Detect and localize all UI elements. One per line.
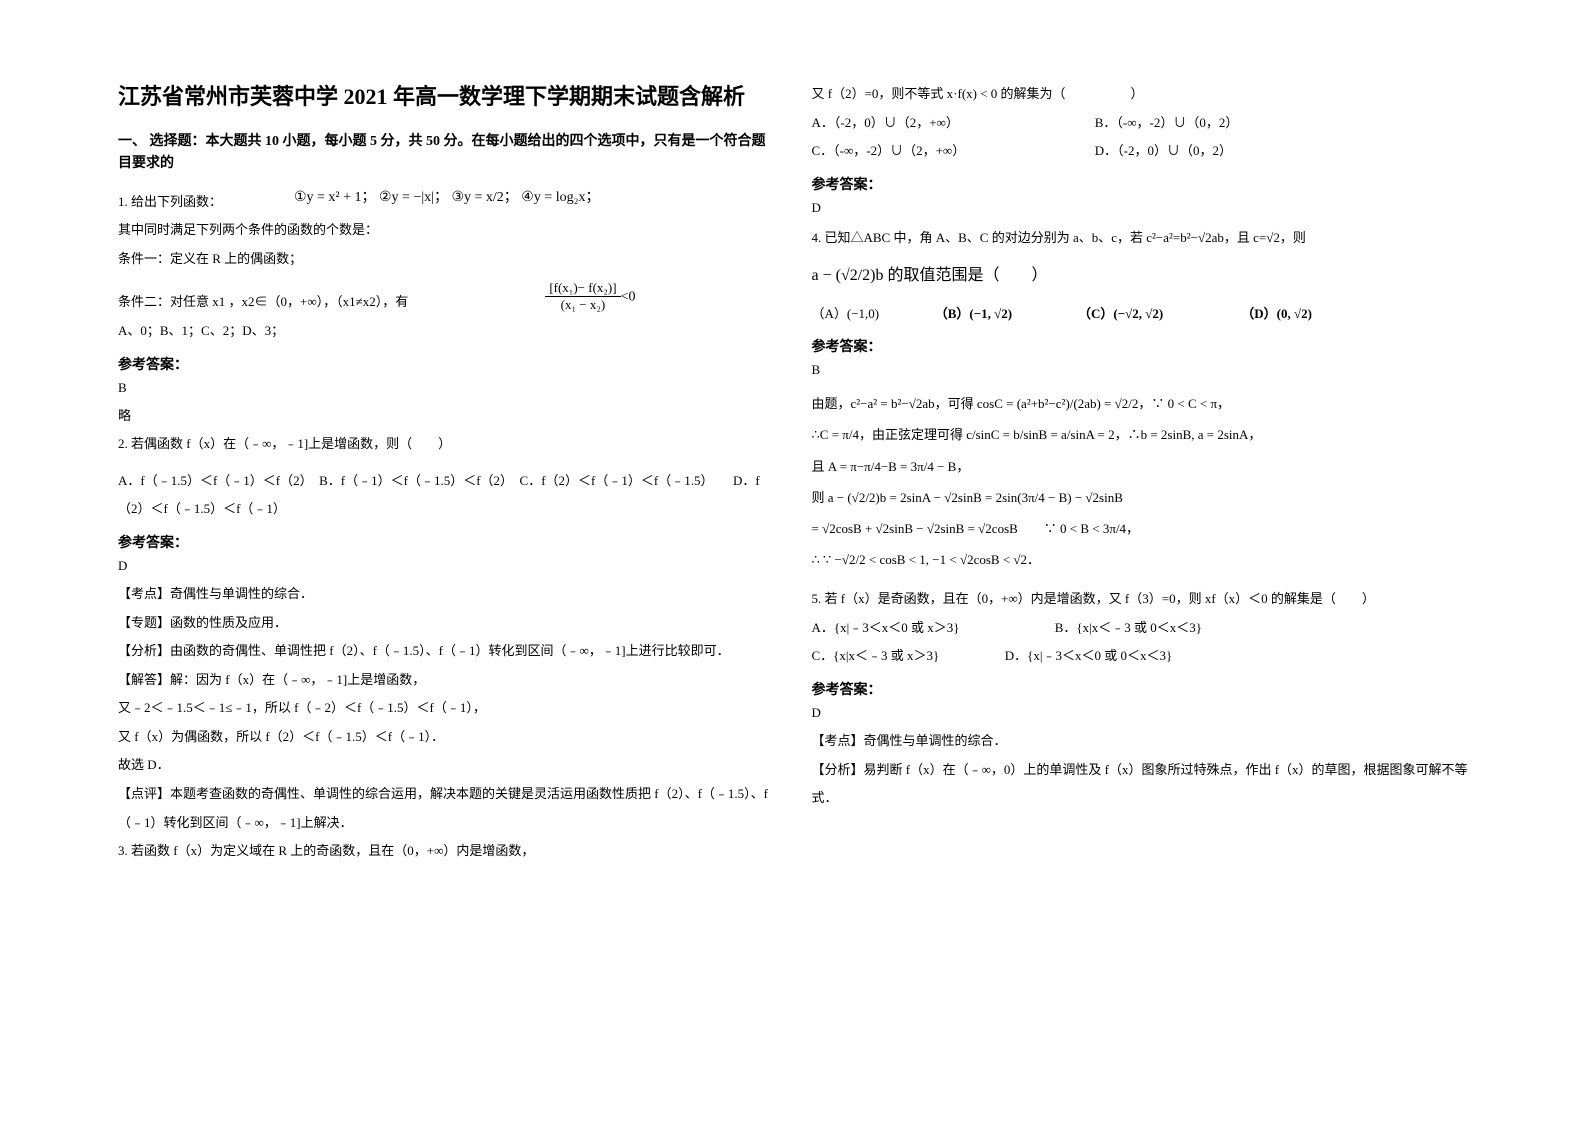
q4-expr: a − (√2/2)b 的取值范围是（ ）: [812, 258, 1470, 293]
q2-answer: D: [118, 558, 776, 574]
q3-optA: A．（-2，0）∪（2，+∞）: [812, 109, 1092, 138]
q2-zhuanti-text: 函数的性质及应用．: [170, 615, 287, 630]
q5-optC: C．{x|x＜﹣3 或 x＞3}: [812, 642, 1002, 671]
ref-answer-label-5: 参考答案：: [812, 679, 1470, 699]
ref-answer-label-3: 参考答案：: [812, 174, 1470, 194]
q4-optA: （A）(−1,0): [812, 300, 932, 329]
q5-optA: A．{x|﹣3＜x＜0 或 x＞3}: [812, 614, 1052, 643]
q2-dianping-text: 本题考查函数的奇偶性、单调性的综合运用，解决本题的关键是灵活运用函数性质把 f（…: [118, 786, 768, 830]
q1-lue: 略: [118, 402, 776, 431]
q2-zhuanti: 【专题】函数的性质及应用．: [118, 609, 776, 638]
q3-answer: D: [812, 200, 1470, 216]
q5-fenxi-text: 易判断 f（x）在（﹣∞，0）上的单调性及 f（x）图象所过特殊点，作出 f（x…: [812, 762, 1468, 806]
q3-cont: 又 f（2）=0，则不等式 x·f(x) < 0 的解集为（ ）: [812, 80, 1470, 109]
q2-kaodian: 【考点】奇偶性与单调性的综合．: [118, 580, 776, 609]
q2-text: 2. 若偶函数 f（x）在（﹣∞，﹣1]上是增函数，则（ ）: [118, 430, 776, 459]
kaodian-label: 【考点】: [118, 586, 170, 601]
q1-cond2: 条件二：对任意 x1 ，x2∈（0，+∞），（x1≠x2），有: [118, 288, 776, 317]
q5-answer: D: [812, 705, 1470, 721]
q2-jieda4: 故选 D．: [118, 751, 776, 780]
page-title: 江苏省常州市芙蓉中学 2021 年高一数学理下学期期末试题含解析: [118, 80, 776, 113]
q1-line2: 其中同时满足下列两个条件的函数的个数是：: [118, 216, 776, 245]
q1-frac-den: (x₁ − x₂): [545, 297, 620, 314]
q1-formula-text: ①y = x² + 1； ②y = −|x|； ③y = x/2； ④y = l…: [294, 190, 600, 205]
q4-sol2: ∴C = π/4，由正弦定理可得 c/sinC = b/sinB = a/sin…: [812, 419, 1470, 450]
q4-text: 4. 已知△ABC 中，角 A、B、C 的对边分别为 a、b、c，若 c²−a²…: [812, 224, 1470, 253]
q2-jieda1: 【解答】解：因为 f（x）在（﹣∞，﹣1]上是增函数，: [118, 666, 776, 695]
q5-fenxi: 【分析】易判断 f（x）在（﹣∞，0）上的单调性及 f（x）图象所过特殊点，作出…: [812, 756, 1470, 813]
q5-optD: D．{x|﹣3＜x＜0 或 0＜x＜3}: [1005, 648, 1172, 663]
ref-answer-label-4: 参考答案：: [812, 336, 1470, 356]
q4-options: （A）(−1,0) （B）(−1, √2) （C）(−√2, √2) （D）(0…: [812, 300, 1470, 329]
q4-optB: （B）(−1, √2): [935, 300, 1075, 329]
q2-options: A．f（﹣1.5）＜f（﹣1）＜f（2） B．f（﹣1）＜f（﹣1.5）＜f（2…: [118, 467, 776, 524]
q5-optB: B．{x|x＜﹣3 或 0＜x＜3}: [1055, 620, 1202, 635]
q1-options: A、0；B、1；C、2；D、3；: [118, 317, 776, 346]
fenxi-label-5: 【分析】: [812, 762, 864, 777]
q3-optC: C．（-∞，-2）∪（2，+∞）: [812, 137, 1092, 166]
jieda-label: 【解答】: [118, 672, 170, 687]
q1-frac-num: [f(x₁)− f(x₂)]: [545, 280, 620, 298]
ref-answer-label-2: 参考答案：: [118, 532, 776, 552]
q2-jieda2: 又﹣2＜﹣1.5＜﹣1≤﹣1，所以 f（﹣2）＜f（﹣1.5）＜f（﹣1），: [118, 694, 776, 723]
q2-jieda3: 又 f（x）为偶函数，所以 f（2）＜f（﹣1.5）＜f（﹣1）．: [118, 723, 776, 752]
q1-frac-suffix: <0: [621, 289, 636, 304]
q3-optD: D．（-2，0）∪（0，2）: [1095, 143, 1232, 158]
q4-optC: （C）(−√2, √2): [1078, 300, 1238, 329]
q4-sol6: ∴ ∵ −√2/2 < cosB < 1, −1 < √2cosB < √2．: [812, 544, 1470, 575]
q4-sol4: 则 a − (√2/2)b = 2sinA − √2sinB = 2sin(3π…: [812, 482, 1470, 513]
right-column: 又 f（2）=0，则不等式 x·f(x) < 0 的解集为（ ） A．（-2，0…: [794, 80, 1488, 1082]
q3-text: 3. 若函数 f（x）为定义域在 R 上的奇函数，且在（0，+∞）内是增函数，: [118, 837, 776, 866]
q4-sol3: 且 A = π−π/4−B = 3π/4 − B，: [812, 451, 1470, 482]
left-column: 江苏省常州市芙蓉中学 2021 年高一数学理下学期期末试题含解析 一、 选择题：…: [100, 80, 794, 1082]
q2-fenxi-text: 由函数的奇偶性、单调性把 f（2）、f（﹣1.5）、f（﹣1）转化到区间（﹣∞，…: [170, 643, 730, 658]
q4-answer: B: [812, 362, 1470, 378]
q1-cond1: 条件一：定义在 R 上的偶函数；: [118, 245, 776, 274]
q3-row1: A．（-2，0）∪（2，+∞） B．（-∞，-2）∪（0，2）: [812, 109, 1470, 138]
q4-solution: 由题，c²−a² = b²−√2ab，可得 cosC = (a²+b²−c²)/…: [812, 388, 1470, 575]
q5-row2: C．{x|x＜﹣3 或 x＞3} D．{x|﹣3＜x＜0 或 0＜x＜3}: [812, 642, 1470, 671]
kaodian-label-5: 【考点】: [812, 733, 864, 748]
ref-answer-label-1: 参考答案：: [118, 354, 776, 374]
q2-fenxi: 【分析】由函数的奇偶性、单调性把 f（2）、f（﹣1.5）、f（﹣1）转化到区间…: [118, 637, 776, 666]
q3-optB: B．（-∞，-2）∪（0，2）: [1095, 115, 1239, 130]
q2-kaodian-text: 奇偶性与单调性的综合．: [170, 586, 313, 601]
q5-kaodian: 【考点】奇偶性与单调性的综合．: [812, 727, 1470, 756]
dianping-label: 【点评】: [118, 786, 170, 801]
q2-jieda1-text: 解：因为 f（x）在（﹣∞，﹣1]上是增函数，: [170, 672, 425, 687]
q5-kaodian-text: 奇偶性与单调性的综合．: [864, 733, 1007, 748]
zhuanti-label: 【专题】: [118, 615, 170, 630]
q1-fraction: [f(x₁)− f(x₂)] (x₁ − x₂): [545, 280, 620, 315]
q4-sol5: = √2cosB + √2sinB − √2sinB = √2cosB ∵ 0 …: [812, 513, 1470, 544]
q5-row1: A．{x|﹣3＜x＜0 或 x＞3} B．{x|x＜﹣3 或 0＜x＜3}: [812, 614, 1470, 643]
q4-sol1: 由题，c²−a² = b²−√2ab，可得 cosC = (a²+b²−c²)/…: [812, 388, 1470, 419]
q5-text: 5. 若 f（x）是奇函数，且在（0，+∞）内是增函数，又 f（3）=0，则 x…: [812, 585, 1470, 614]
section-1-title: 一、 选择题：本大题共 10 小题，每小题 5 分，共 50 分。在每小题给出的…: [118, 131, 776, 176]
q2-dianping: 【点评】本题考查函数的奇偶性、单调性的综合运用，解决本题的关键是灵活运用函数性质…: [118, 780, 776, 837]
q3-row2: C．（-∞，-2）∪（2，+∞） D．（-2，0）∪（0，2）: [812, 137, 1470, 166]
q4-optD: （D）(0, √2): [1241, 306, 1312, 321]
q1-answer: B: [118, 380, 776, 396]
fenxi-label: 【分析】: [118, 643, 170, 658]
